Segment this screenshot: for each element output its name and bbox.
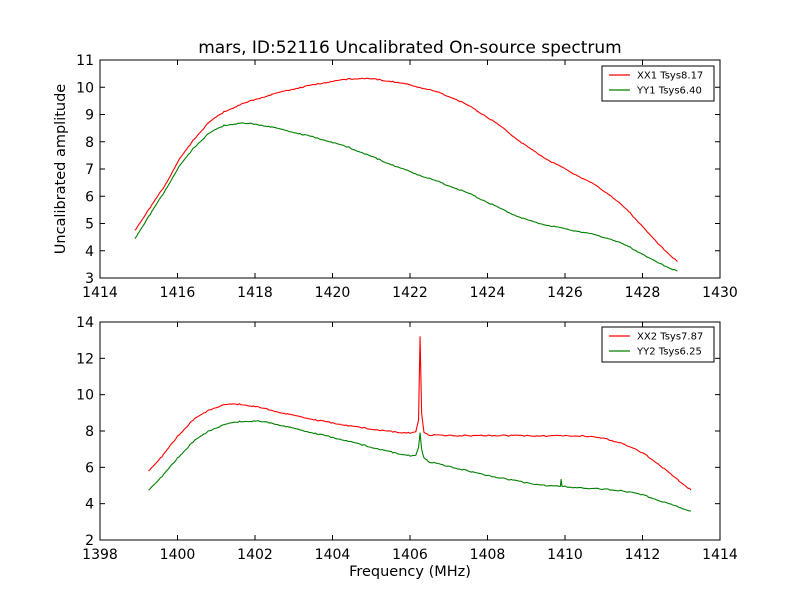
y-tick-label: 8 (85, 135, 94, 151)
y-tick-label: 2 (85, 533, 94, 549)
x-tick-label: 1410 (547, 547, 583, 563)
y-tick-label: 9 (85, 108, 94, 124)
series-line-xx2 (148, 336, 692, 491)
legend-label: XX1 Tsys8.17 (637, 71, 703, 82)
chart-title: mars, ID:52116 Uncalibrated On-source sp… (198, 38, 621, 58)
x-tick-label: 1406 (392, 547, 428, 563)
x-tick-label: 1400 (160, 547, 196, 563)
y-tick-label: 11 (76, 53, 94, 69)
y-tick-label: 5 (85, 217, 94, 233)
x-tick-label: 1414 (82, 285, 118, 301)
x-tick-label: 1422 (392, 285, 428, 301)
legend: XX2 Tsys7.87 YY2 Tsys6.25 (601, 326, 715, 363)
y-axis-label: Uncalibrated amplitude (53, 84, 69, 255)
lower-spectrum-plot: 1398 1400 1402 1404 1406 1408 1410 1412 14142468… (76, 315, 738, 580)
y-tick-label: 6 (85, 460, 94, 476)
legend-label: XX2 Tsys7.87 (637, 332, 703, 343)
y-tick-label: 14 (76, 315, 94, 331)
x-tick-label: 1428 (625, 285, 661, 301)
x-tick-label: 1414 (702, 547, 738, 563)
x-tick-label: 1408 (470, 547, 506, 563)
x-tick-label: 1430 (702, 285, 738, 301)
y-tick-label: 10 (76, 388, 94, 404)
y-tick-label: 3 (85, 271, 94, 287)
legend: XX1 Tsys8.17 YY1 Tsys6.40 (601, 65, 715, 102)
x-tick-label: 1420 (315, 285, 351, 301)
x-tick-label: 1412 (625, 547, 661, 563)
x-tick-label: 1402 (237, 547, 273, 563)
x-tick-label: 1424 (470, 285, 506, 301)
y-tick-label: 6 (85, 189, 94, 205)
y-tick-label: 7 (85, 162, 94, 178)
legend-label: YY1 Tsys6.40 (636, 86, 702, 97)
legend-box (601, 326, 715, 363)
x-tick-label: 1398 (82, 547, 118, 563)
series-line-yy2 (148, 420, 691, 512)
legend-label: YY2 Tsys6.25 (636, 347, 702, 358)
y-tick-label: 8 (85, 424, 94, 440)
x-tick-label: 1404 (315, 547, 351, 563)
y-tick-label: 4 (85, 497, 94, 513)
y-tick-label: 10 (76, 80, 94, 96)
series-line-xx1 (134, 77, 678, 263)
y-tick-label: 4 (85, 244, 94, 260)
x-tick-label: 1416 (160, 285, 196, 301)
x-tick-label: 1418 (237, 285, 273, 301)
x-tick-label: 1426 (547, 285, 583, 301)
series-line-yy1 (134, 122, 678, 272)
legend-box (601, 65, 715, 102)
upper-spectrum-plot: 1414 1416 1418 1420 1422 1424 1426 1428 1430 3 4 5 6… (53, 53, 738, 301)
x-axis-label: Frequency (MHz) (349, 564, 471, 580)
y-tick-label: 12 (76, 351, 94, 367)
